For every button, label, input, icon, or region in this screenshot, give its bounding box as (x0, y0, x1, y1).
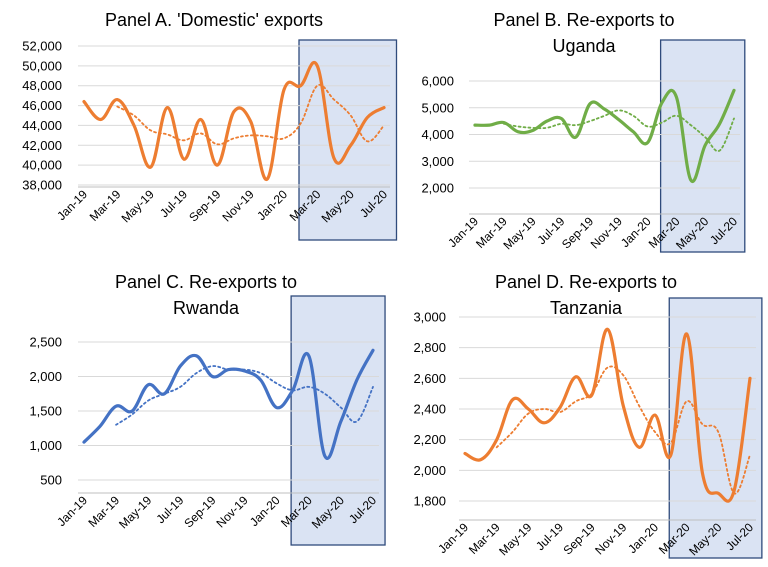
series-line (82, 61, 386, 181)
x-tick-label: Nov-19 (592, 520, 629, 557)
x-tick-label: May-19 (496, 520, 534, 558)
highlight-region (659, 39, 746, 253)
x-tick-label: Sep-19 (181, 493, 218, 530)
y-tick-label: 50,000 (22, 58, 62, 73)
y-tick-label: 2,400 (413, 402, 446, 417)
highlight-region (290, 295, 386, 546)
x-tick-label: Jan-20 (625, 520, 661, 556)
y-tick-label: 4,000 (421, 127, 454, 142)
x-tick-label: Jul-19 (157, 187, 190, 220)
panel-title: Panel A. 'Domestic' exports (105, 10, 323, 30)
trend-line (115, 365, 374, 426)
y-tick-label: 2,000 (29, 369, 62, 384)
x-tick-label: Jan-20 (247, 493, 283, 529)
x-tick-label: Sep-19 (186, 187, 223, 224)
x-tick-label: Mar-19 (466, 520, 503, 557)
x-tick-label: Nov-19 (588, 214, 625, 251)
x-tick-label: May-19 (119, 187, 157, 225)
y-tick-label: 2,200 (413, 432, 446, 447)
y-tick-label: 500 (40, 473, 62, 488)
y-tick-label: 2,500 (29, 335, 62, 350)
x-tick-label: Nov-19 (220, 187, 257, 224)
y-tick-label: 5,000 (421, 100, 454, 115)
y-tick-label: 40,000 (22, 158, 62, 173)
y-tick-label: 44,000 (22, 118, 62, 133)
y-tick-label: 2,600 (413, 371, 446, 386)
y-tick-label: 46,000 (22, 98, 62, 113)
y-tick-label: 2,000 (421, 181, 454, 196)
y-tick-label: 52,000 (22, 39, 62, 54)
panel-title: Panel D. Re-exports to (495, 272, 677, 292)
y-tick-label: 38,000 (22, 178, 62, 193)
panel-d: 1,800 2,000 2,200 2,400 2,600 2,800 3,000 Jan-1… (413, 272, 763, 559)
x-tick-label: May-19 (116, 493, 154, 531)
panel-b: 2,0003,0004,0005,0006,000Jan-19Mar-19May… (421, 10, 746, 253)
panel-title: Panel C. Re-exports to (115, 272, 297, 292)
x-tick-label: Jan-20 (254, 187, 290, 223)
y-tick-label: 2,000 (413, 463, 446, 478)
x-tick-label: Sep-19 (561, 520, 598, 557)
y-tick-label: 6,000 (421, 74, 454, 89)
y-tick-label: 3,000 (413, 310, 446, 325)
y-tick-label: 1,500 (29, 404, 62, 419)
panel-c: 500 1,000 1,500 2,000 2,500 Jan-19Mar-19May-1… (29, 272, 386, 546)
panel-title: Tanzania (550, 298, 623, 318)
y-tick-label: 1,800 (413, 494, 446, 509)
x-tick-label: Nov-19 (213, 493, 250, 530)
panel-title: Rwanda (173, 298, 240, 318)
x-tick-label: Mar-19 (87, 187, 124, 224)
y-tick-label: 42,000 (22, 138, 62, 153)
x-tick-label: May-19 (500, 214, 538, 252)
trend-line (495, 365, 751, 495)
y-tick-label: 3,000 (421, 154, 454, 169)
panel-a: 38,000 40,000 42,000 44,000 46,000 48,000 50,0… (22, 10, 398, 241)
series-line (463, 327, 752, 503)
trend-line (116, 83, 385, 146)
y-tick-label: 48,000 (22, 78, 62, 93)
highlight-region (298, 39, 398, 241)
y-tick-label: 2,800 (413, 340, 446, 355)
panel-title: Panel B. Re-exports to (493, 10, 674, 30)
x-tick-label: Jan-19 (435, 520, 471, 556)
y-tick-label: 1,000 (29, 438, 62, 453)
series-line (473, 88, 736, 183)
x-tick-label: Mar-19 (85, 493, 122, 530)
x-tick-label: Jan-19 (54, 493, 90, 529)
trend-line (502, 109, 735, 153)
panel-title: Uganda (552, 36, 616, 56)
